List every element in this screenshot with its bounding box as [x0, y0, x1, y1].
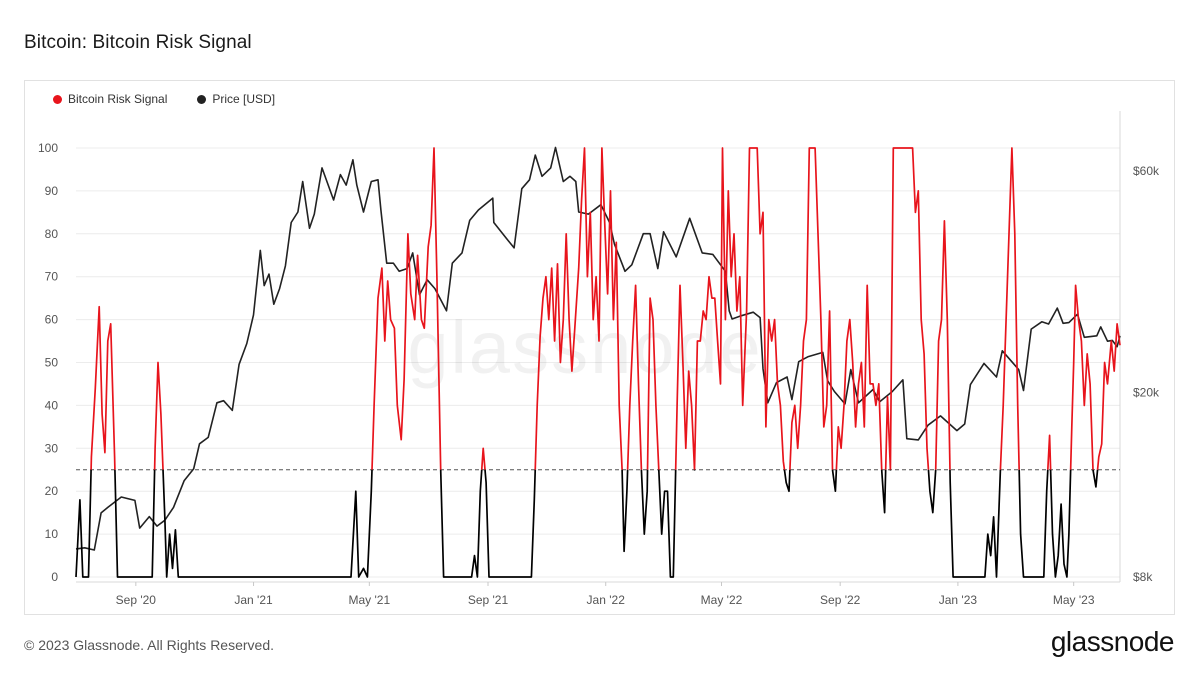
chart-legend: Bitcoin Risk Signal Price [USD]: [53, 92, 275, 106]
y-tick-label-left: 90: [45, 184, 59, 198]
y-tick-label-left: 100: [38, 141, 58, 155]
watermark-text: glassnode: [407, 306, 762, 389]
legend-marker-price: [197, 94, 207, 104]
copyright-notice: © 2023 Glassnode. All Rights Reserved.: [24, 637, 275, 653]
y-tick-label-left: 40: [45, 398, 59, 412]
y-tick-label-right: $8k: [1133, 570, 1153, 584]
axes: 0 10 20 30 40 50 60 70 80 90 100 $8k $20k $60k Sep '20…: [38, 111, 1160, 607]
x-tick-label: Sep '22: [820, 593, 861, 607]
legend-marker-risk-signal: [53, 94, 62, 104]
price-line: [75, 146, 1121, 551]
y-tick-label-right: $60k: [1133, 164, 1160, 178]
x-tick-label: May '23: [1053, 593, 1095, 607]
y-tick-label-left: 60: [45, 313, 59, 327]
y-tick-label-left: 0: [51, 570, 58, 584]
legend-item-risk-signal[interactable]: Bitcoin Risk Signal: [53, 92, 167, 106]
x-tick-label: Sep '20: [116, 593, 157, 607]
x-tick-label: Sep '21: [468, 593, 509, 607]
legend-label-price: Price [USD]: [212, 92, 276, 106]
y-tick-label-left: 20: [45, 484, 59, 498]
page-title: Bitcoin: Bitcoin Risk Signal: [24, 32, 252, 53]
y-tick-label-left: 70: [45, 270, 59, 284]
gridlines: [76, 147, 1120, 578]
legend-item-price[interactable]: Price [USD]: [197, 92, 275, 106]
y-tick-label-left: 50: [45, 356, 59, 370]
x-tick-label: Jan '23: [939, 593, 978, 607]
chart-plot: glassnode 0 10 20 30 40 50 60 70 80 90 100 $8k $20k $…: [38, 111, 1160, 607]
risk-signal-line-above: [90, 147, 1121, 470]
series: [75, 146, 1121, 578]
y-tick-label-left: 10: [45, 527, 59, 541]
legend-label-risk-signal: Bitcoin Risk Signal: [68, 92, 168, 106]
x-tick-label: Jan '21: [234, 593, 273, 607]
chart-panel: Bitcoin Risk Signal Price [USD] glassnod…: [24, 80, 1175, 615]
x-tick-label: May '22: [701, 593, 743, 607]
risk-signal-line-below: [75, 469, 1099, 578]
x-tick-label: May '21: [348, 593, 390, 607]
y-tick-label-right: $20k: [1133, 385, 1160, 399]
x-tick-label: Jan '22: [587, 593, 626, 607]
y-tick-label-left: 80: [45, 227, 59, 241]
y-tick-label-left: 30: [45, 441, 59, 455]
glassnode-logo[interactable]: glassnode: [1050, 626, 1175, 657]
